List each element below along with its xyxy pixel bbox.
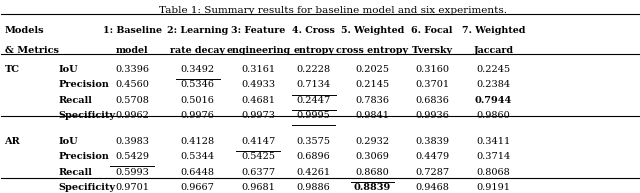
Text: 0.2932: 0.2932	[355, 137, 389, 146]
Text: model: model	[116, 46, 148, 55]
Text: 0.9962: 0.9962	[115, 111, 149, 120]
Text: 0.2447: 0.2447	[296, 96, 331, 105]
Text: 0.4147: 0.4147	[241, 137, 275, 146]
Text: 0.7134: 0.7134	[296, 80, 331, 90]
Text: 0.5346: 0.5346	[180, 80, 214, 90]
Text: 3: Feature: 3: Feature	[231, 26, 285, 35]
Text: 0.4128: 0.4128	[180, 137, 214, 146]
Text: 0.6377: 0.6377	[241, 168, 275, 177]
Text: 0.9860: 0.9860	[476, 111, 510, 120]
Text: 0.7836: 0.7836	[355, 96, 389, 105]
Text: 0.7944: 0.7944	[475, 96, 512, 105]
Text: 0.3160: 0.3160	[415, 65, 449, 74]
Text: 0.2384: 0.2384	[476, 80, 510, 90]
Text: 0.9973: 0.9973	[241, 111, 275, 120]
Text: 0.4933: 0.4933	[241, 80, 275, 90]
Text: 6. Focal: 6. Focal	[412, 26, 453, 35]
Text: 0.9936: 0.9936	[415, 111, 449, 120]
Text: AR: AR	[4, 137, 20, 146]
Text: & Metrics: & Metrics	[4, 46, 59, 55]
Text: 0.9468: 0.9468	[415, 183, 449, 192]
Text: 0.3396: 0.3396	[115, 65, 149, 74]
Text: 0.5344: 0.5344	[180, 152, 214, 161]
Text: 0.9976: 0.9976	[180, 111, 214, 120]
Text: 0.3983: 0.3983	[115, 137, 149, 146]
Text: 2: Learning: 2: Learning	[167, 26, 228, 35]
Text: 0.3492: 0.3492	[180, 65, 214, 74]
Text: Specificity: Specificity	[59, 111, 116, 120]
Text: 0.8839: 0.8839	[354, 183, 391, 192]
Text: 0.4261: 0.4261	[296, 168, 331, 177]
Text: 0.9667: 0.9667	[180, 183, 214, 192]
Text: 4. Cross: 4. Cross	[292, 26, 335, 35]
Text: 0.2145: 0.2145	[355, 80, 389, 90]
Text: Recall: Recall	[59, 168, 93, 177]
Text: entropy: entropy	[293, 46, 334, 55]
Text: 0.3069: 0.3069	[355, 152, 389, 161]
Text: 0.5708: 0.5708	[115, 96, 149, 105]
Text: 0.6448: 0.6448	[180, 168, 214, 177]
Text: 0.4560: 0.4560	[115, 80, 149, 90]
Text: 0.9191: 0.9191	[476, 183, 510, 192]
Text: 0.8680: 0.8680	[355, 168, 389, 177]
Text: 1: Baseline: 1: Baseline	[102, 26, 161, 35]
Text: 0.6836: 0.6836	[415, 96, 449, 105]
Text: Models: Models	[4, 26, 44, 35]
Text: 0.4479: 0.4479	[415, 152, 449, 161]
Text: 0.4681: 0.4681	[241, 96, 275, 105]
Text: Precision: Precision	[59, 80, 109, 90]
Text: engineering: engineering	[226, 46, 291, 55]
Text: 0.7287: 0.7287	[415, 168, 449, 177]
Text: Tversky: Tversky	[412, 46, 452, 55]
Text: TC: TC	[4, 65, 20, 74]
Text: 0.5425: 0.5425	[241, 152, 275, 161]
Text: 0.9995: 0.9995	[297, 111, 330, 120]
Text: IoU: IoU	[59, 65, 78, 74]
Text: 0.3575: 0.3575	[296, 137, 331, 146]
Text: 0.5429: 0.5429	[115, 152, 149, 161]
Text: cross entropy: cross entropy	[336, 46, 408, 55]
Text: 0.9701: 0.9701	[115, 183, 149, 192]
Text: Table 1: Summary results for baseline model and six experiments.: Table 1: Summary results for baseline mo…	[159, 6, 507, 15]
Text: 0.3411: 0.3411	[476, 137, 511, 146]
Text: IoU: IoU	[59, 137, 78, 146]
Text: 7. Weighted: 7. Weighted	[461, 26, 525, 35]
Text: 0.3714: 0.3714	[476, 152, 511, 161]
Text: 0.3701: 0.3701	[415, 80, 449, 90]
Text: Recall: Recall	[59, 96, 93, 105]
Text: 0.3161: 0.3161	[241, 65, 275, 74]
Text: rate decay: rate decay	[170, 46, 225, 55]
Text: 5. Weighted: 5. Weighted	[340, 26, 404, 35]
Text: 0.9886: 0.9886	[297, 183, 330, 192]
Text: 0.2245: 0.2245	[476, 65, 510, 74]
Text: Specificity: Specificity	[59, 183, 116, 192]
Text: 0.5016: 0.5016	[180, 96, 214, 105]
Text: Jaccard: Jaccard	[474, 46, 513, 55]
Text: 0.8068: 0.8068	[476, 168, 510, 177]
Text: 0.2228: 0.2228	[296, 65, 331, 74]
Text: 0.6896: 0.6896	[297, 152, 330, 161]
Text: 0.9841: 0.9841	[355, 111, 389, 120]
Text: 0.9681: 0.9681	[241, 183, 275, 192]
Text: 0.3839: 0.3839	[415, 137, 449, 146]
Text: 0.5993: 0.5993	[115, 168, 149, 177]
Text: 0.2025: 0.2025	[355, 65, 389, 74]
Text: Precision: Precision	[59, 152, 109, 161]
